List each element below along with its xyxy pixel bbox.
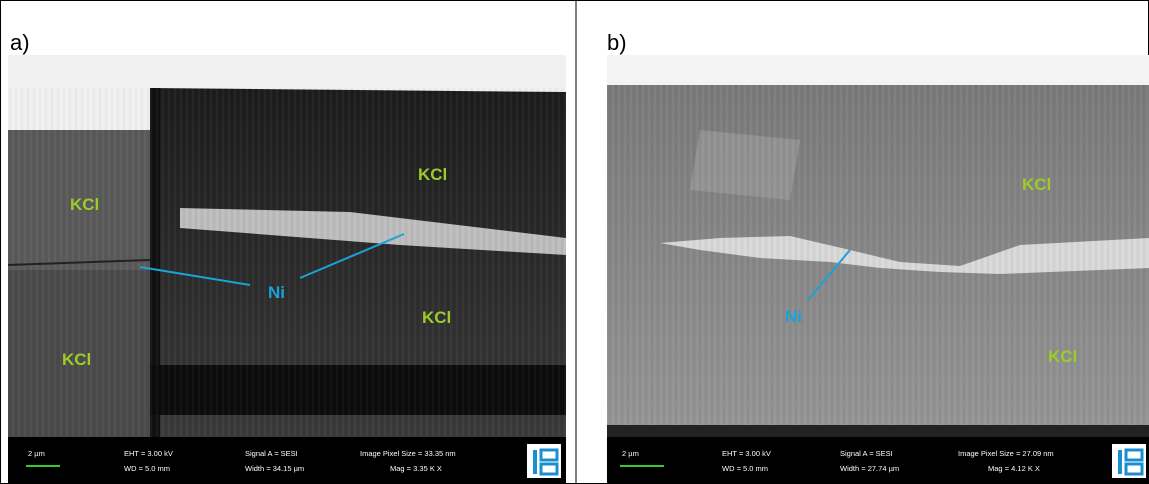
figure: a) KCl KCl KCl Ni KCl 2 µm EHT = 3.00 kV… <box>0 0 1149 484</box>
info-text: WD = 5.0 mm <box>722 464 768 473</box>
annotation: KCl <box>70 195 99 214</box>
info-text: Mag = 4.12 K X <box>988 464 1040 473</box>
annotation: KCl <box>418 165 447 184</box>
info-text: Mag = 3.35 K X <box>390 464 442 473</box>
info-text: Width = 27.74 µm <box>840 464 899 473</box>
info-text: Width = 34.15 µm <box>245 464 304 473</box>
annotation: Ni <box>268 283 285 302</box>
info-text: WD = 5.0 mm <box>124 464 170 473</box>
info-text: Signal A = SESI <box>245 449 298 458</box>
scale-label: 2 µm <box>622 449 639 458</box>
annotation: KCl <box>422 308 451 327</box>
annotation: KCl <box>62 350 91 369</box>
micrograph-a <box>8 55 566 484</box>
info-text: EHT = 3.00 kV <box>124 449 173 458</box>
scale-label: 2 µm <box>28 449 45 458</box>
info-text: EHT = 3.00 kV <box>722 449 771 458</box>
panel-label: b) <box>607 30 627 55</box>
info-text: Signal A = SESI <box>840 449 893 458</box>
annotation: Ni <box>785 307 802 326</box>
info-text: Image Pixel Size = 27.09 nm <box>958 449 1054 458</box>
micrograph-b <box>607 55 1149 484</box>
annotation: KCl <box>1048 347 1077 366</box>
annotation: KCl <box>1022 175 1051 194</box>
info-text: Image Pixel Size = 33.35 nm <box>360 449 456 458</box>
panel-label: a) <box>10 30 30 55</box>
